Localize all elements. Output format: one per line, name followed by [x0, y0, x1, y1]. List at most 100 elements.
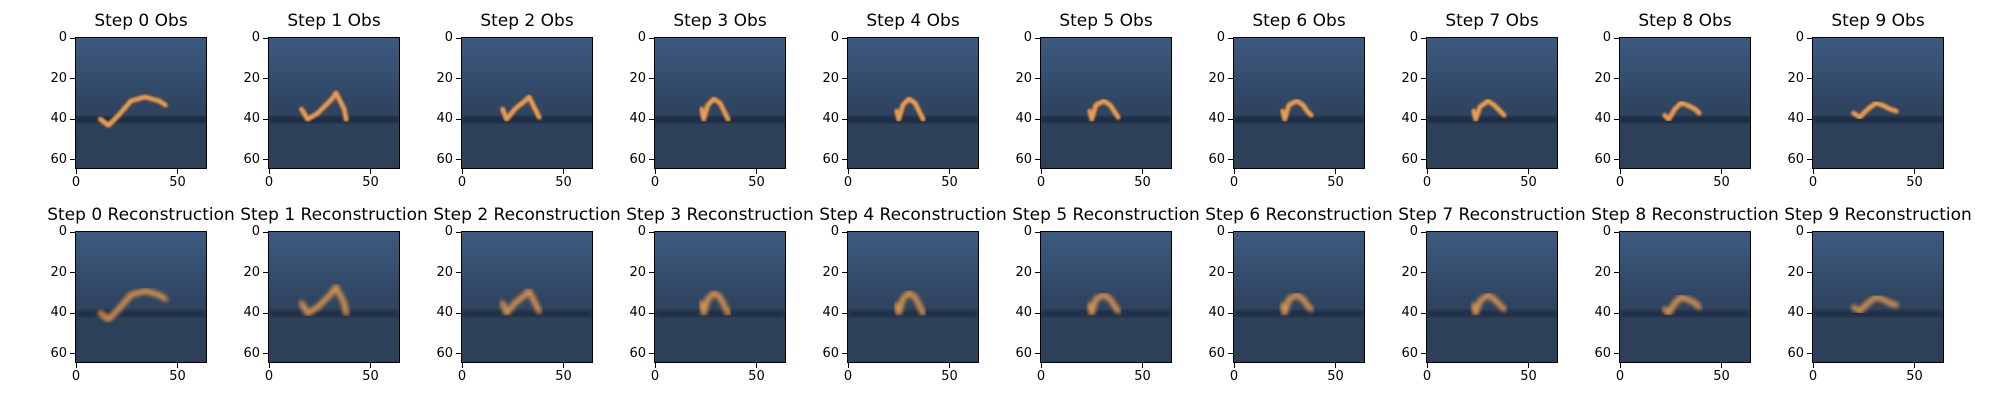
- ground-band: [848, 116, 978, 124]
- panel-title: Step 1 Reconstruction: [240, 205, 428, 225]
- y-tick-label: 20: [822, 70, 839, 86]
- y-tick-label: 40: [50, 111, 67, 127]
- y-tick-mark: [1421, 231, 1426, 233]
- ground-band: [655, 310, 785, 318]
- reconstruction-panel: Step 3 Reconstruction 0 50 0 20 40 60: [626, 205, 814, 384]
- x-tick-mark: [1721, 363, 1723, 368]
- y-tick-mark: [456, 159, 461, 161]
- y-tick-label: 0: [1795, 30, 1804, 45]
- x-tick-label: 0: [264, 369, 274, 384]
- y-tick-label: 40: [1208, 111, 1225, 127]
- image-frame: [268, 231, 400, 363]
- ground-band: [1041, 116, 1171, 124]
- ground-band: [462, 116, 592, 124]
- frame-image: [462, 38, 592, 168]
- reconstruction-panel: Step 9 Reconstruction 0 50 0 20 40 60: [1784, 205, 1972, 384]
- reconstruction-panel: Step 0 Reconstruction 0 50 0 20 40 60: [47, 205, 235, 384]
- image-frame: [75, 231, 207, 363]
- agent-body: [1663, 101, 1701, 121]
- frame-image: [269, 38, 399, 168]
- y-tick-label: 0: [1216, 30, 1225, 45]
- y-tick-mark: [456, 312, 461, 314]
- y-tick-label: 40: [243, 305, 260, 321]
- panel-title: Step 0 Reconstruction: [47, 205, 235, 225]
- x-tick-mark: [949, 169, 951, 174]
- y-tick-mark: [263, 231, 268, 233]
- agent-body: [299, 91, 348, 121]
- y-tick-mark: [1614, 78, 1619, 80]
- y-tick-label: 60: [1015, 151, 1032, 167]
- y-tick-label: 60: [1787, 151, 1804, 167]
- x-tick-mark: [1528, 363, 1530, 368]
- y-tick-label: 20: [1787, 264, 1804, 280]
- y-tick-label: 40: [1015, 111, 1032, 127]
- y-tick-label: 60: [1594, 151, 1611, 167]
- x-tick-mark: [1142, 363, 1144, 368]
- panel-title: Step 5 Reconstruction: [1012, 205, 1200, 225]
- y-tick-mark: [1228, 159, 1233, 161]
- y-tick-label: 0: [1795, 224, 1804, 239]
- reconstruction-panel: Step 2 Reconstruction 0 50 0 20 40 60: [433, 205, 621, 384]
- floor: [655, 123, 785, 168]
- agent-body: [501, 95, 541, 121]
- x-tick-mark: [654, 169, 656, 174]
- y-tick-mark: [1228, 353, 1233, 355]
- frame-image: [1620, 232, 1750, 362]
- x-tick-label: 50: [362, 369, 379, 384]
- y-tick-mark: [1614, 231, 1619, 233]
- y-tick-mark: [842, 272, 847, 274]
- image-frame: [1040, 231, 1172, 363]
- observation-panel: Step 7 Obs 0 50 0 20 40 60: [1401, 11, 1558, 190]
- x-tick-label: 50: [1327, 175, 1344, 190]
- frame-image: [1234, 38, 1364, 168]
- y-tick-label: 20: [436, 70, 453, 86]
- image-frame: [654, 37, 786, 169]
- reconstruction-panel: Step 8 Reconstruction 0 50 0 20 40 60: [1591, 205, 1779, 384]
- x-tick-mark: [1914, 363, 1916, 368]
- floor: [1234, 317, 1364, 362]
- y-tick-mark: [649, 312, 654, 314]
- y-tick-mark: [70, 159, 75, 161]
- observation-panel: Step 5 Obs 0 50 0 20 40 60: [1015, 11, 1172, 190]
- y-tick-label: 60: [629, 345, 646, 361]
- ground-band: [1813, 116, 1943, 124]
- observation-panel: Step 2 Obs 0 50 0 20 40 60: [436, 11, 593, 190]
- x-tick-mark: [847, 169, 849, 174]
- x-tick-mark: [563, 363, 565, 368]
- x-tick-label: 0: [843, 175, 853, 190]
- panel-title: Step 5 Obs: [1059, 11, 1153, 31]
- y-tick-mark: [649, 78, 654, 80]
- image-frame: [654, 231, 786, 363]
- x-tick-label: 50: [169, 369, 186, 384]
- x-tick-label: 0: [1036, 175, 1046, 190]
- image-frame: [268, 37, 400, 169]
- reconstruction-panel: Step 4 Reconstruction 0 50 0 20 40 60: [819, 205, 1007, 384]
- y-tick-label: 40: [822, 111, 839, 127]
- ground-band: [1620, 310, 1750, 318]
- y-tick-label: 40: [629, 111, 646, 127]
- x-tick-mark: [75, 169, 77, 174]
- image-frame: [847, 231, 979, 363]
- y-tick-label: 0: [58, 224, 67, 239]
- y-tick-label: 0: [830, 224, 839, 239]
- y-tick-mark: [70, 118, 75, 120]
- y-tick-label: 60: [436, 345, 453, 361]
- image-frame: [1233, 231, 1365, 363]
- y-tick-mark: [1035, 272, 1040, 274]
- x-tick-label: 0: [457, 175, 467, 190]
- y-tick-label: 0: [1602, 224, 1611, 239]
- y-tick-mark: [263, 353, 268, 355]
- agent-body: [1088, 293, 1120, 315]
- panel-title: Step 9 Reconstruction: [1784, 205, 1972, 225]
- y-tick-label: 0: [251, 224, 260, 239]
- x-tick-label: 50: [941, 369, 958, 384]
- x-tick-mark: [1335, 169, 1337, 174]
- y-tick-label: 60: [1401, 151, 1418, 167]
- y-tick-label: 40: [1401, 111, 1418, 127]
- x-tick-mark: [1721, 169, 1723, 174]
- agent-body: [98, 289, 168, 322]
- y-tick-mark: [1035, 118, 1040, 120]
- x-tick-label: 0: [71, 369, 81, 384]
- y-tick-label: 20: [243, 70, 260, 86]
